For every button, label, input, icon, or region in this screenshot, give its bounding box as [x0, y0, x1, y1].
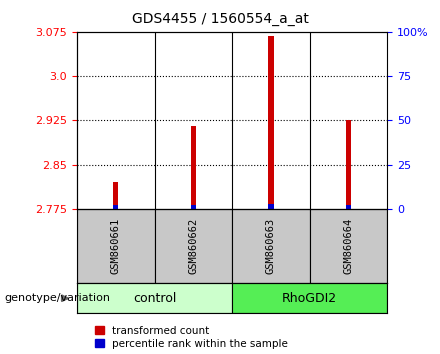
- Bar: [113, 182, 118, 209]
- Text: control: control: [133, 292, 176, 305]
- Bar: [346, 120, 351, 209]
- Bar: [77, 209, 154, 283]
- Text: GSM860664: GSM860664: [344, 218, 353, 274]
- Bar: [268, 36, 274, 209]
- Legend: transformed count, percentile rank within the sample: transformed count, percentile rank withi…: [95, 326, 288, 349]
- Text: GSM860663: GSM860663: [266, 218, 276, 274]
- Bar: [191, 126, 196, 209]
- Text: GSM860662: GSM860662: [188, 218, 198, 274]
- Bar: [232, 209, 310, 283]
- Text: GDS4455 / 1560554_a_at: GDS4455 / 1560554_a_at: [132, 12, 308, 27]
- Text: GSM860661: GSM860661: [111, 218, 121, 274]
- Bar: [346, 205, 351, 209]
- Bar: [191, 205, 196, 209]
- Text: RhoGDI2: RhoGDI2: [282, 292, 337, 305]
- Bar: [154, 209, 232, 283]
- Bar: [268, 204, 274, 209]
- Bar: [113, 205, 118, 209]
- Text: genotype/variation: genotype/variation: [4, 293, 110, 303]
- Bar: [310, 209, 387, 283]
- Bar: [232, 283, 387, 313]
- Bar: [77, 283, 232, 313]
